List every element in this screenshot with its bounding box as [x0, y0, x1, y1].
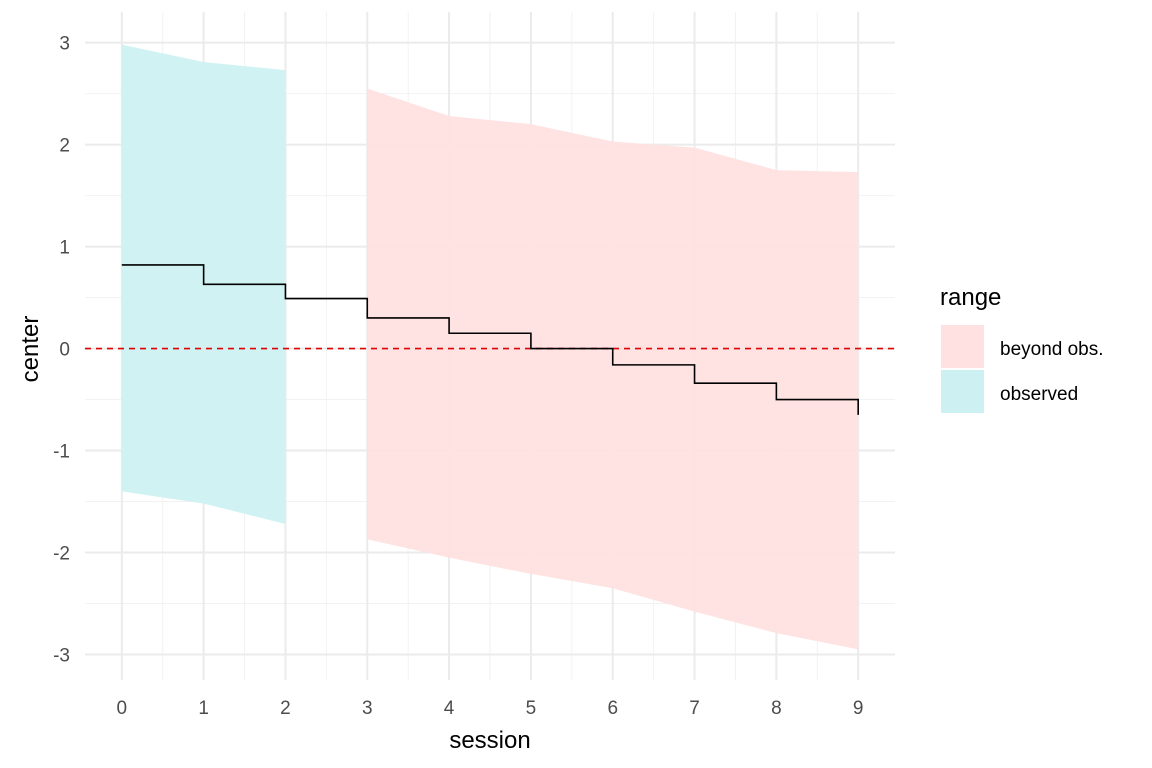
- legend-label-observed: observed: [1000, 384, 1078, 405]
- legend-label-beyond-obs: beyond obs.: [1000, 339, 1104, 360]
- y-tick-label: 1: [59, 238, 70, 259]
- legend: range beyond obs. observed: [940, 284, 1104, 413]
- band-beyond-obs: [367, 88, 859, 650]
- y-tick-label: 2: [59, 136, 70, 157]
- legend-key-beyond-obs: [941, 325, 984, 368]
- y-tick-label: -3: [53, 646, 70, 667]
- x-tick-label: 5: [526, 698, 537, 719]
- x-tick-label: 4: [444, 698, 455, 719]
- step-line-group: [121, 264, 859, 415]
- x-tick-label: 0: [117, 698, 128, 719]
- center-step-line: [121, 264, 859, 415]
- y-tick-label: 3: [59, 34, 70, 55]
- x-tick-label: 8: [771, 698, 782, 719]
- range-bands: [121, 44, 859, 650]
- y-tick-label: -2: [53, 544, 70, 565]
- y-tick-label: 0: [59, 340, 70, 361]
- x-tick-label: 9: [853, 698, 864, 719]
- x-tick-label: 3: [362, 698, 373, 719]
- x-tick-label: 2: [280, 698, 291, 719]
- x-axis-title: session: [449, 727, 530, 754]
- y-tick-labels: -3 -2 -1 0 1 2 3: [53, 34, 70, 667]
- x-tick-label: 6: [607, 698, 618, 719]
- y-tick-label: -1: [53, 442, 70, 463]
- x-tick-label: 7: [689, 698, 700, 719]
- y-axis-title: center: [17, 316, 44, 383]
- x-tick-labels: 0 1 2 3 4 5 6 7 8 9: [117, 698, 864, 719]
- x-tick-label: 1: [198, 698, 209, 719]
- legend-key-observed: [941, 370, 984, 413]
- legend-title: range: [940, 284, 1001, 311]
